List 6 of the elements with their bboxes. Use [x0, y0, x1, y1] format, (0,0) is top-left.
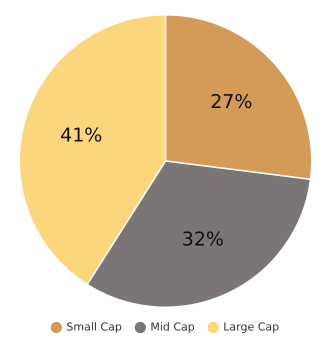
- data-label: 27%: [210, 90, 252, 113]
- legend-label: Mid Cap: [150, 320, 195, 334]
- data-label: 41%: [60, 124, 102, 146]
- data-label: 32%: [182, 228, 224, 250]
- legend-label: Large Cap: [223, 320, 280, 334]
- legend-label: Small Cap: [66, 320, 122, 334]
